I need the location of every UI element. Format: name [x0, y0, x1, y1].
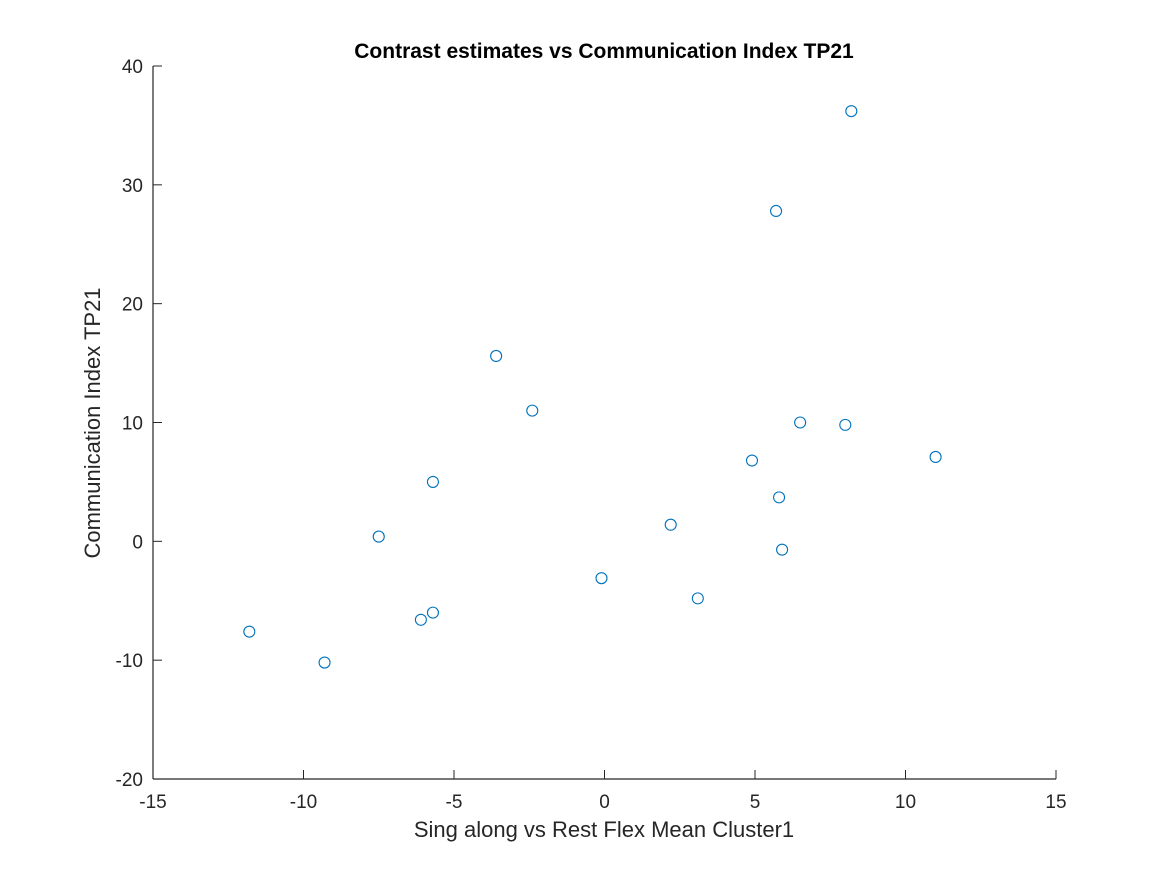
data-point	[664, 518, 677, 531]
data-point	[794, 416, 807, 429]
x-tick-label: 15	[1045, 792, 1066, 813]
data-point	[770, 204, 783, 218]
data-point	[745, 454, 759, 467]
y-tick-label: -10	[116, 651, 143, 672]
data-point	[426, 475, 439, 488]
chart-title: Contrast estimates vs Communication Inde…	[354, 40, 854, 63]
y-tick-label: 10	[122, 414, 143, 435]
x-tick-label: -5	[446, 792, 463, 813]
data-point	[243, 625, 256, 638]
y-tick-label: 0	[132, 532, 143, 553]
y-tick-label: -20	[116, 770, 143, 791]
y-tick-label: 40	[122, 57, 143, 78]
data-point	[773, 491, 786, 504]
x-tick-label: -15	[139, 792, 166, 813]
y-tick-label: 20	[122, 295, 143, 316]
data-point	[490, 349, 503, 363]
plot-axes: -15 -10 -5 0 5 10 15 -20 -10 0 10 20 30 40	[116, 57, 1067, 813]
data-point	[372, 530, 385, 543]
data-point	[845, 105, 858, 118]
y-tick-label: 30	[122, 176, 143, 197]
data-point	[426, 606, 439, 619]
data-point	[776, 543, 789, 556]
x-tick-label: 10	[895, 792, 916, 813]
x-tick-label: 5	[750, 792, 761, 813]
x-axis-label: Sing along vs Rest Flex Mean Cluster1	[414, 817, 794, 842]
x-tick-label: 0	[599, 792, 610, 813]
y-axis-label: Communication Index TP21	[80, 287, 105, 558]
data-point	[929, 450, 942, 464]
data-points	[243, 105, 942, 669]
x-tick-label: -10	[290, 792, 317, 813]
data-point	[318, 656, 331, 669]
data-point	[839, 418, 852, 431]
data-point	[526, 404, 539, 417]
data-point	[691, 592, 704, 605]
data-point	[595, 572, 608, 585]
data-point	[414, 613, 427, 626]
